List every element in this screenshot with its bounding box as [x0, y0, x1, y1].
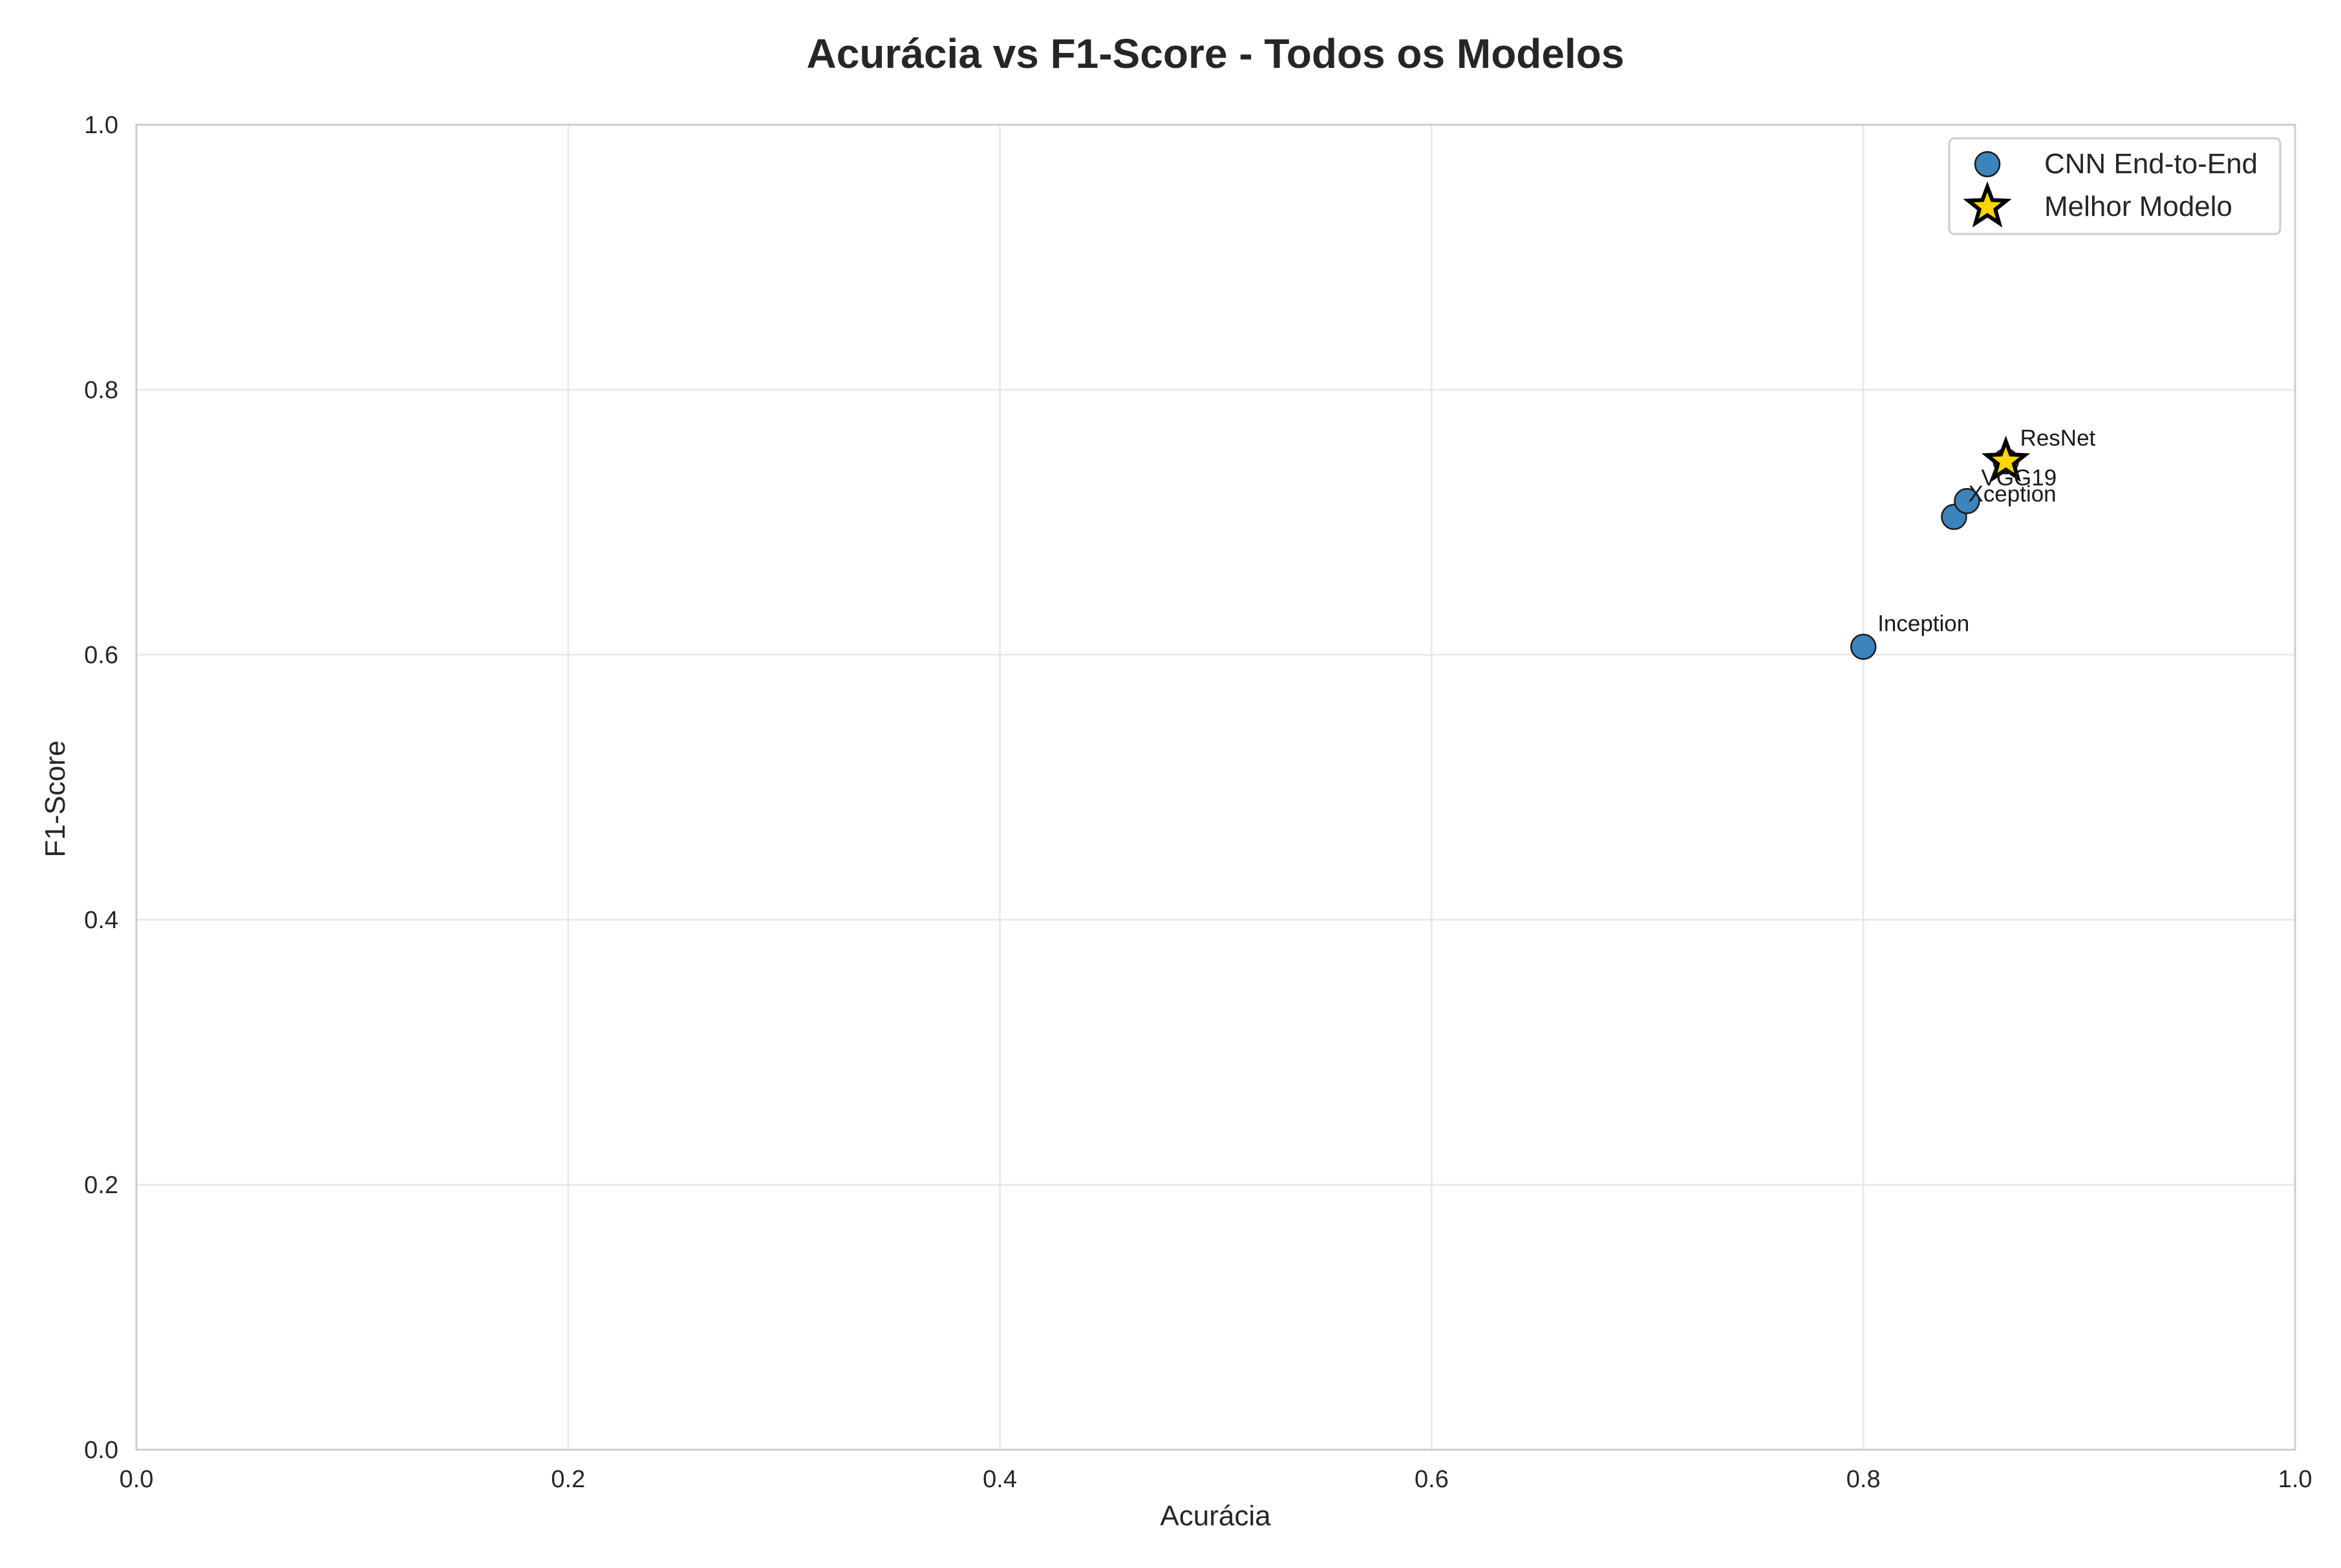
point-label-xception: Xception: [1968, 482, 2056, 507]
point-label-vgg19: VGG19: [1981, 465, 2057, 491]
legend-symbol-star: [1963, 181, 2012, 228]
data-point-inception: [1850, 633, 1877, 660]
legend-label-melhor-modelo: Melhor Modelo: [2044, 191, 2232, 222]
y-tick-label: 0.0: [84, 1437, 118, 1464]
y-tick-label: 1.0: [84, 112, 118, 139]
x-tick-label: 0.2: [551, 1466, 585, 1493]
data-points: [1850, 436, 2031, 660]
x-axis-label: Acurácia: [1160, 1500, 1271, 1532]
y-tick-label: 0.4: [84, 907, 118, 934]
y-tick-label: 0.8: [84, 377, 118, 404]
y-tick-label: 0.2: [84, 1172, 118, 1199]
x-tick-label: 1.0: [2278, 1466, 2313, 1493]
chart-title: Acurácia vs F1-Score - Todos os Modelos: [807, 30, 1625, 77]
legend-symbol-circle: [1974, 151, 2001, 178]
legend: CNN End-to-End Melhor Modelo: [1948, 137, 2282, 235]
best-model-star-point: [1981, 436, 2031, 482]
x-tick-label: 0.4: [983, 1466, 1017, 1493]
y-tick-label: 0.6: [84, 642, 118, 669]
legend-symbols: [1963, 151, 2012, 228]
x-tick-label: 0.6: [1415, 1466, 1449, 1493]
plot-frame: [135, 123, 2296, 1451]
tick-labels: 0.0 0.2 0.4 0.6 0.8 1.0 0.0 0.2 0.4 0.6 0.8 1.0: [84, 112, 2312, 1493]
y-axis-label: F1-Score: [39, 741, 71, 858]
x-tick-label: 0.8: [1846, 1466, 1881, 1493]
data-point-vgg19: [1954, 487, 1980, 514]
x-tick-label: 0.0: [120, 1466, 154, 1493]
point-label-inception: Inception: [1877, 611, 1969, 637]
legend-label-cnn-end-to-end: CNN End-to-End: [2044, 148, 2258, 180]
point-label-resnet: ResNet: [2020, 426, 2096, 451]
legend-box: [1948, 137, 2282, 235]
